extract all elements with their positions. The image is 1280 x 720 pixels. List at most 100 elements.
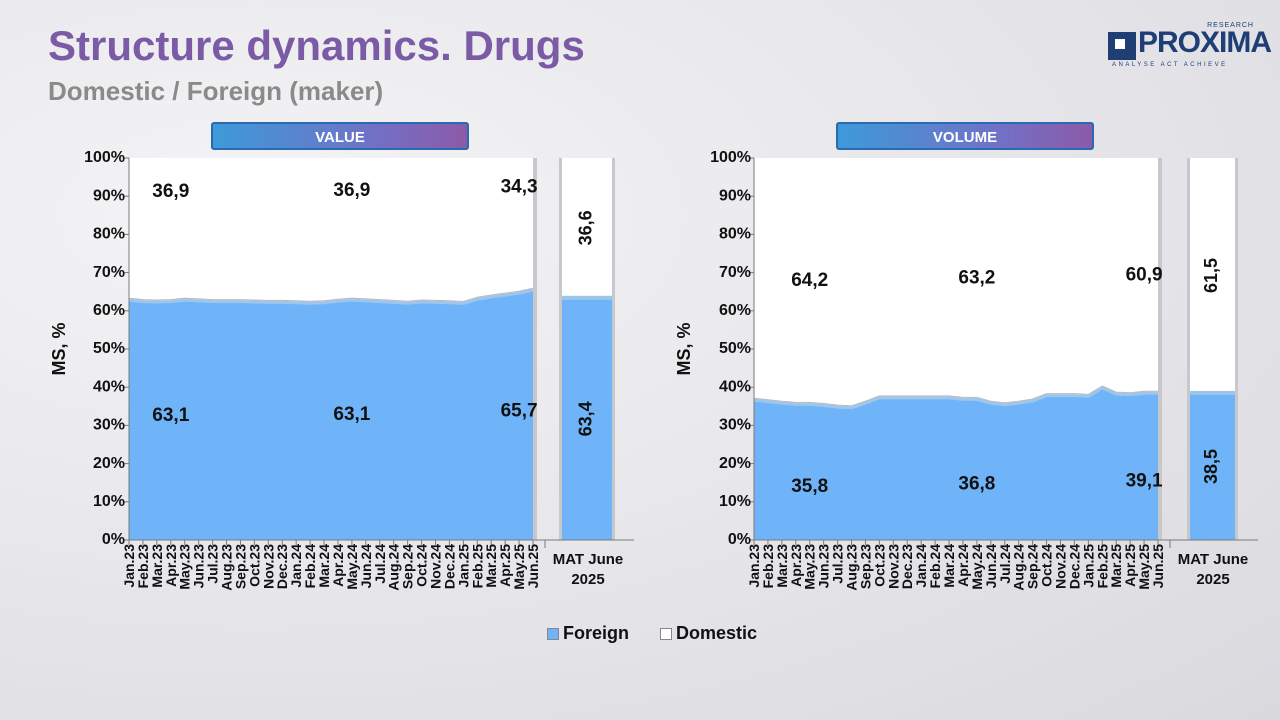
- x-tick-label: Nov.23: [260, 544, 276, 589]
- y-axis-label: MS, %: [49, 322, 69, 375]
- mat-shadow-left: [1187, 158, 1190, 540]
- x-tick-label: Apr.25: [1122, 544, 1138, 587]
- foreign-data-label: 39,1: [1126, 471, 1163, 492]
- y-tick-label: 100%: [710, 149, 751, 166]
- page-subtitle: Domestic / Foreign (maker): [48, 76, 384, 106]
- mat-foreign-bar: [1190, 392, 1235, 540]
- y-tick-label: 70%: [719, 264, 751, 281]
- mat-shadow-right: [1235, 158, 1238, 540]
- domestic-data-label: 63,2: [958, 268, 995, 289]
- mat-category-label-year: 2025: [1196, 571, 1229, 588]
- x-tick-label: Jun.24: [358, 544, 374, 589]
- x-tick-label: Mar.23: [149, 544, 165, 588]
- y-tick-label: 20%: [93, 455, 125, 472]
- x-tick-label: Jun.23: [191, 544, 207, 589]
- x-tick-label: Jan.24: [288, 544, 304, 588]
- x-tick-label: Jan.24: [913, 544, 929, 588]
- x-tick-label: Aug.23: [219, 544, 235, 591]
- foreign-data-label: 63,1: [152, 405, 189, 426]
- x-tick-label: Jul.23: [830, 544, 846, 584]
- domestic-data-label: 60,9: [1126, 265, 1163, 286]
- foreign-data-label: 65,7: [501, 401, 538, 422]
- mat-foreign-label: 38,5: [1201, 449, 1221, 484]
- y-tick-label: 60%: [719, 302, 751, 319]
- logo-tagline: ANALYSE ACT ACHIEVE: [1112, 62, 1228, 68]
- x-tick-label: Jun.24: [983, 544, 999, 589]
- x-tick-label: Sep.24: [400, 544, 416, 589]
- y-tick-label: 10%: [719, 493, 751, 510]
- mat-category-label: MAT June: [553, 551, 624, 568]
- y-tick-label: 50%: [719, 340, 751, 357]
- x-tick-label: Oct.23: [871, 544, 887, 587]
- x-tick-label: Jun.25: [525, 544, 541, 589]
- foreign-area: [754, 388, 1158, 540]
- y-tick-label: 0%: [102, 531, 125, 548]
- x-tick-label: Jan.23: [121, 544, 137, 588]
- x-tick-label: Apr.23: [788, 544, 804, 587]
- mat-foreign-edge: [1190, 390, 1235, 395]
- x-tick-label: Jul.24: [372, 544, 388, 584]
- x-tick-label: Mar.23: [774, 544, 790, 588]
- legend-item-domestic: Domestic: [660, 623, 757, 644]
- domestic-data-label: 64,2: [791, 270, 828, 291]
- y-tick-label: 30%: [93, 417, 125, 434]
- y-tick-label: 70%: [93, 264, 125, 281]
- y-tick-label: 10%: [93, 493, 125, 510]
- x-tick-label: Aug.24: [1011, 544, 1027, 591]
- x-tick-label: Sep.23: [232, 544, 248, 589]
- x-tick-label: Oct.23: [246, 544, 262, 587]
- x-tick-label: Apr.24: [955, 544, 971, 587]
- mat-shadow-right: [612, 158, 615, 540]
- y-tick-label: 80%: [719, 226, 751, 243]
- mat-foreign-edge: [562, 295, 612, 300]
- x-tick-label: Sep.24: [1025, 544, 1041, 589]
- value-panel-label: VALUE: [211, 122, 469, 150]
- x-tick-label: May.25: [1136, 544, 1152, 590]
- x-tick-label: Feb.23: [135, 544, 151, 589]
- x-tick-label: Dec.23: [274, 544, 290, 589]
- x-tick-label: Feb.24: [302, 544, 318, 589]
- x-tick-label: Aug.24: [386, 544, 402, 591]
- x-tick-label: May.23: [177, 544, 193, 590]
- y-tick-label: 60%: [93, 302, 125, 319]
- y-tick-label: 90%: [93, 187, 125, 204]
- x-tick-label: May.23: [802, 544, 818, 590]
- logo-square-icon: [1108, 32, 1136, 60]
- x-tick-label: Apr.23: [163, 544, 179, 587]
- x-tick-label: Mar.25: [1108, 544, 1124, 588]
- domestic-data-label: 34,3: [501, 177, 538, 198]
- x-tick-label: Sep.23: [857, 544, 873, 589]
- legend-label-domestic: Domestic: [676, 623, 758, 643]
- x-tick-label: May.24: [969, 544, 985, 590]
- x-tick-label: Apr.24: [330, 544, 346, 587]
- page-title: Structure dynamics. Drugs: [48, 22, 585, 69]
- x-tick-label: Jan.25: [455, 544, 471, 588]
- y-tick-label: 100%: [84, 149, 125, 166]
- foreign-data-label: 36,8: [958, 474, 995, 495]
- foreign-data-label: 35,8: [791, 476, 828, 497]
- logo-name: PROXIMA: [1138, 26, 1272, 59]
- domestic-data-label: 36,9: [152, 181, 189, 202]
- x-tick-label: Nov.23: [885, 544, 901, 589]
- y-tick-label: 40%: [93, 378, 125, 395]
- x-tick-label: Feb.25: [1094, 544, 1110, 589]
- plot-shadow: [1158, 158, 1162, 540]
- domestic-data-label: 36,9: [333, 180, 370, 201]
- y-tick-label: 80%: [93, 226, 125, 243]
- mat-category-label-year: 2025: [571, 571, 604, 588]
- x-tick-label: Mar.24: [941, 544, 957, 588]
- plot-shadow: [533, 158, 537, 540]
- x-tick-label: Jul.24: [997, 544, 1013, 584]
- volume-chart: 38,5 61,5 0% 10% 20% 30% 40% 50% 60% 70% 80% 90% 100…: [674, 149, 1258, 591]
- x-tick-label: May.24: [344, 544, 360, 590]
- proxima-logo: PROXIMA RESEARCH ANALYSE ACT ACHIEVE: [1108, 22, 1272, 72]
- mat-domestic-label: 36,6: [576, 210, 596, 245]
- x-tick-label: Apr.25: [497, 544, 513, 587]
- x-tick-label: Dec.23: [899, 544, 915, 589]
- legend-swatch-foreign: [547, 628, 559, 641]
- domestic-edge-line: [128, 287, 534, 303]
- legend: Foreign Domestic: [547, 623, 783, 644]
- y-tick-label: 30%: [719, 417, 751, 434]
- mat-shadow-left: [559, 158, 562, 540]
